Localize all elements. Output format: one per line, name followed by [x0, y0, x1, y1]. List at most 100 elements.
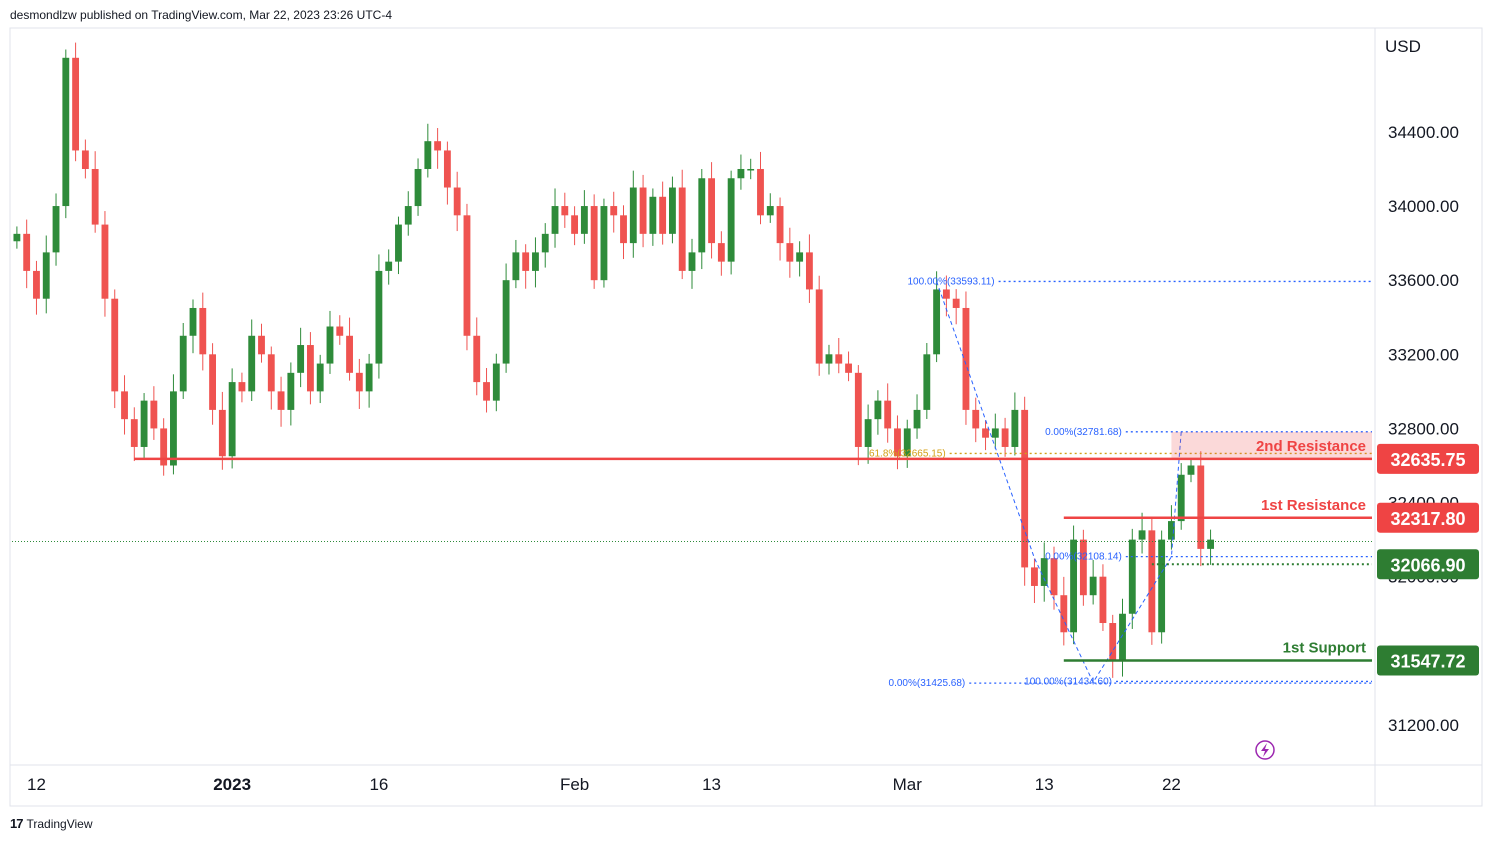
x-tick-label: 2023 — [213, 775, 251, 794]
candle — [1168, 505, 1175, 550]
candle — [874, 390, 882, 435]
candle — [894, 415, 901, 470]
candle — [346, 317, 353, 381]
candle — [512, 239, 520, 289]
candle-body — [463, 215, 471, 336]
candle-body — [796, 252, 804, 262]
candle-body — [1031, 567, 1038, 586]
candle-body — [512, 252, 520, 281]
y-tick-label: 31200.00 — [1388, 716, 1459, 735]
candle-body — [805, 252, 813, 290]
candle-body — [982, 428, 989, 438]
candle — [815, 275, 823, 376]
candle-body — [1001, 428, 1009, 447]
candle-body — [434, 141, 442, 151]
price-tag — [1377, 549, 1479, 580]
price-tag — [1377, 502, 1479, 533]
x-tick-label: Mar — [893, 775, 923, 794]
candle — [199, 292, 207, 371]
lightning-icon[interactable] — [1255, 740, 1275, 760]
candle-body — [708, 178, 715, 244]
candle — [522, 244, 530, 289]
candle-body — [933, 289, 941, 355]
x-tick-label: 16 — [369, 775, 388, 794]
candle — [825, 344, 833, 375]
candle — [845, 351, 852, 382]
candle-body — [639, 187, 647, 234]
candle-body — [130, 419, 138, 447]
candle-body — [502, 280, 510, 364]
candle-body — [659, 196, 667, 234]
candle — [248, 319, 256, 402]
candle-body — [532, 252, 539, 271]
price-axis[interactable]: 34400.00 34000.00 33600.00 33200.00 32800.00… — [1388, 123, 1459, 735]
candle — [1207, 529, 1214, 565]
fib-level-label: 0.00%(32781.68) — [1045, 427, 1122, 438]
candle — [91, 151, 99, 233]
candle — [277, 376, 285, 427]
candle — [453, 171, 461, 232]
candle — [150, 386, 158, 440]
candle — [1021, 396, 1029, 586]
candle — [776, 197, 784, 261]
candle-body — [62, 57, 70, 207]
candle-body — [678, 187, 686, 271]
candle — [52, 193, 60, 266]
x-tick-label: 13 — [702, 775, 721, 794]
fib-level-label: 100.00%(33593.11) — [907, 276, 994, 287]
candle-body — [287, 372, 295, 410]
level-name: 1st Support — [1283, 639, 1366, 656]
candle-body — [1040, 558, 1048, 586]
candle — [414, 158, 422, 216]
footer-brand[interactable]: TradingView — [26, 816, 93, 831]
candle — [923, 342, 931, 419]
candle — [903, 419, 911, 468]
candle — [590, 194, 598, 289]
candle-body — [424, 141, 432, 169]
candle — [443, 141, 451, 205]
candle-body — [903, 428, 911, 457]
candle-body — [717, 243, 725, 262]
candle-body — [864, 419, 872, 447]
candle-body — [1070, 539, 1078, 633]
candle-body — [121, 391, 128, 420]
candle-body — [649, 196, 657, 234]
price-tag-label: 32317.80 — [1390, 509, 1465, 529]
y-tick-label: 33200.00 — [1388, 345, 1459, 364]
candle — [639, 174, 647, 248]
candle — [160, 418, 168, 476]
candle — [258, 323, 265, 363]
candle-body — [1168, 521, 1175, 540]
candle-body — [1138, 530, 1146, 540]
candle-body — [962, 307, 970, 410]
candle — [600, 198, 608, 288]
candle-body — [766, 206, 774, 216]
time-axis[interactable]: 12 2023 16 Feb 13 Mar 13 22 — [27, 775, 1181, 794]
candle — [1128, 528, 1136, 629]
candle — [835, 337, 843, 374]
candle — [189, 299, 197, 354]
candle-body — [395, 224, 402, 262]
candle-body — [1089, 576, 1097, 596]
candle-body — [942, 289, 950, 299]
candle-body — [776, 206, 784, 244]
candle — [13, 226, 21, 249]
x-tick-label: 13 — [1035, 775, 1054, 794]
candle — [982, 420, 989, 451]
candlestick-series — [12, 42, 1372, 678]
candle — [502, 263, 510, 373]
candle-body — [326, 326, 334, 364]
candle — [218, 391, 226, 470]
candle — [297, 327, 305, 388]
candle-body — [698, 178, 706, 253]
candle-body — [1050, 558, 1058, 596]
candle-body — [1207, 539, 1214, 549]
candle — [385, 249, 393, 285]
candle-body — [267, 354, 275, 392]
candle-body — [228, 382, 236, 457]
candle-body — [522, 252, 530, 271]
candle — [111, 289, 119, 409]
candle-body — [786, 243, 794, 262]
candle-body — [179, 335, 187, 392]
